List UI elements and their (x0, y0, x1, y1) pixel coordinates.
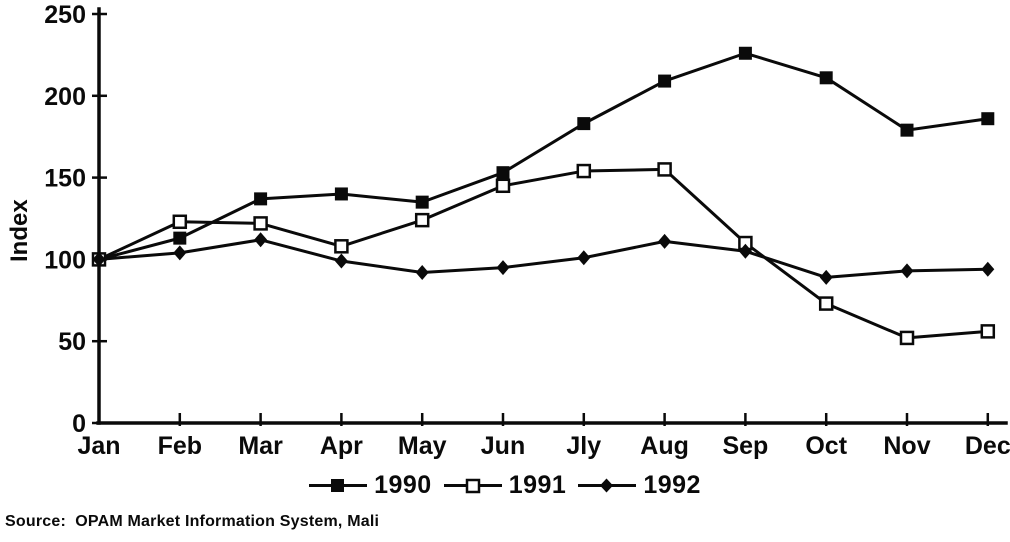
y-tick-label: 0 (72, 410, 86, 438)
x-tick-label: Oct (805, 432, 847, 460)
marker-filled-square-1990 (334, 187, 348, 201)
x-tick-label: Jly (566, 432, 601, 460)
marker-filled-square-1990 (173, 231, 187, 245)
series-line-1992 (98, 238, 988, 279)
marker-filled-diamond-1992 (254, 232, 268, 248)
x-tick-label: Jun (481, 432, 525, 460)
marker-filled-diamond-1992 (415, 264, 429, 280)
marker-open-square-1991 (172, 214, 188, 230)
marker-filled-square-1990 (577, 117, 591, 131)
y-tick-label: 200 (44, 83, 86, 111)
x-tick-label: Nov (883, 432, 930, 460)
y-tick-label: 100 (44, 246, 86, 274)
marker-open-square-1991 (980, 324, 996, 339)
y-tick-label: 50 (58, 328, 86, 356)
marker-filled-diamond-1992 (819, 269, 833, 285)
legend-label-1991: 1991 (508, 471, 567, 499)
marker-filled-diamond-1992 (981, 261, 995, 277)
legend-item-1992: 1992 (578, 471, 701, 500)
source-note: Source: OPAM Market Information System, … (5, 513, 380, 530)
legend-item-1991: 1991 (443, 471, 567, 500)
marker-filled-diamond-1992 (334, 253, 348, 269)
marker-open-square-1991 (414, 212, 430, 228)
y-axis-title: Index (6, 199, 33, 262)
marker-open-square-1991 (253, 216, 268, 231)
marker-open-square-1991 (899, 330, 915, 346)
legend-marker-1991-open-square-icon (443, 478, 502, 494)
legend-marker-1990-filled-square-icon (309, 479, 368, 492)
marker-filled-diamond-1992 (496, 260, 510, 276)
marker-filled-square-1990 (658, 74, 672, 88)
marker-filled-square-1990 (496, 166, 510, 180)
marker-filled-diamond-1992 (577, 250, 591, 266)
marker-open-square-1991 (818, 296, 834, 311)
marker-open-square-1991 (576, 163, 592, 179)
marker-open-square-1991 (657, 162, 672, 177)
x-tick-label: Dec (965, 432, 1010, 460)
chart-canvas: 0 50 100 150 200 250 Jan Feb Mar Apr May Jun Jly Aug S… (6, 1, 1010, 460)
x-tick-label: Jan (77, 432, 120, 460)
x-tick-label: Feb (158, 432, 202, 460)
marker-filled-diamond-1992 (738, 243, 752, 259)
legend-item-1990: 1990 (309, 471, 432, 500)
marker-filled-square-1990 (981, 112, 995, 126)
marker-filled-diamond-1992 (900, 263, 914, 279)
x-tick-label: May (398, 432, 447, 460)
y-tick-label: 150 (44, 165, 86, 193)
marker-filled-diamond-1992 (173, 245, 187, 261)
series-line-1990 (98, 51, 989, 261)
legend-label-1992: 1992 (643, 471, 701, 499)
legend-marker-1992-filled-diamond-icon (578, 478, 637, 493)
marker-filled-square-1990 (819, 71, 833, 85)
x-tick-label: Aug (640, 432, 689, 460)
marker-filled-diamond-1992 (658, 233, 672, 249)
marker-filled-diamond-1992 (92, 251, 106, 267)
y-tick-label: 250 (44, 1, 86, 29)
marker-open-square-1991 (495, 178, 511, 194)
marker-filled-square-1990 (900, 123, 914, 137)
legend-label-1990: 1990 (374, 471, 432, 499)
marker-filled-square-1990 (738, 46, 752, 60)
marker-filled-square-1990 (254, 192, 268, 206)
x-tick-label: Mar (238, 432, 283, 460)
x-tick-label: Sep (722, 432, 768, 460)
marker-open-square-1991 (334, 239, 349, 254)
chart-legend: 1990 1991 1992 (0, 471, 1010, 500)
x-tick-label: Apr (320, 432, 363, 460)
series-line-1991 (98, 167, 988, 340)
marker-filled-square-1990 (415, 195, 429, 209)
